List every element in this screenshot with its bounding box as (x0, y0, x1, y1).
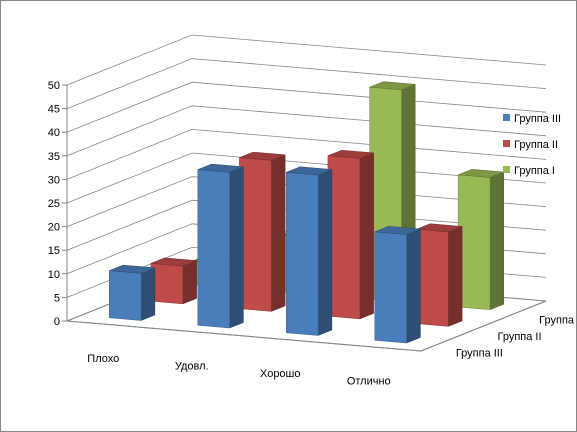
legend-swatch-группа-i (503, 166, 510, 173)
legend-swatch-группа-iii (503, 114, 510, 121)
depth-axis-ticks: Группа I Группа II Группа III (420, 300, 576, 360)
gridline-6 (66, 128, 547, 180)
gridline-9 (66, 58, 547, 109)
depth-tick-label-группа-iii: Группа III (456, 348, 503, 360)
bar-группа-i-отлично (457, 169, 504, 311)
x-axis-ticks: Плохо Удовл. Хорошо Отлично (66, 320, 422, 387)
gridline-4 (66, 176, 547, 227)
chart-gridlines (66, 34, 547, 322)
legend-label-группа-i: Группа I (514, 165, 555, 177)
y-tick-label-9: 45 (48, 104, 60, 116)
y-tick-label-1: 5 (54, 292, 60, 304)
bar-группа-iii-удовл (197, 163, 244, 329)
gridline-10 (66, 34, 547, 86)
x-tick-label-отлично: Отлично (347, 375, 391, 387)
legend-label-группа-iii: Группа III (514, 113, 561, 125)
y-tick-label-8: 40 (48, 127, 60, 139)
gridline-3 (66, 199, 547, 251)
depth-tick-label-группа-ii: Группа II (498, 331, 542, 343)
x-tick-label-удовл: Удовл. (175, 360, 209, 372)
bar-группа-iii-хорошо (286, 166, 333, 336)
gridline-7 (66, 105, 547, 157)
y-tick-label-7: 35 (48, 151, 60, 163)
depth-tick-label-группа-i: Группа I (539, 314, 576, 326)
y-axis-ticks: 0 5 10 15 20 25 30 35 40 45 50 (48, 80, 67, 328)
bar-группа-ii-хорошо (327, 149, 374, 320)
y-tick-label-4: 20 (48, 222, 60, 234)
x-tick-label-хорошо: Хорошо (260, 368, 301, 380)
x-tick-label-плохо: Плохо (87, 353, 119, 365)
gridline-5 (66, 152, 547, 204)
y-tick-label-3: 15 (48, 245, 60, 257)
depth-axis-line (420, 300, 547, 352)
chart-bars (109, 81, 504, 344)
bar-группа-ii-удовл (239, 151, 286, 312)
y-tick-label-6: 30 (48, 174, 60, 186)
y-tick-label-5: 25 (48, 198, 60, 210)
bar-группа-iii-плохо (109, 264, 156, 321)
legend-label-группа-ii: Группа II (514, 139, 558, 151)
bar-группа-ii-отлично (416, 223, 463, 327)
x-axis-line (66, 320, 422, 352)
bar-группа-ii-плохо (150, 257, 197, 305)
gridline-8 (66, 81, 547, 133)
legend-swatch-группа-ii (503, 140, 510, 147)
bar-группа-iii-отлично (374, 226, 421, 344)
legend: Группа III Группа II Группа I (503, 113, 561, 177)
y-tick-label-2: 10 (48, 269, 60, 281)
y-tick-label-10: 50 (48, 80, 60, 92)
y-tick-label-0: 0 (54, 316, 60, 328)
